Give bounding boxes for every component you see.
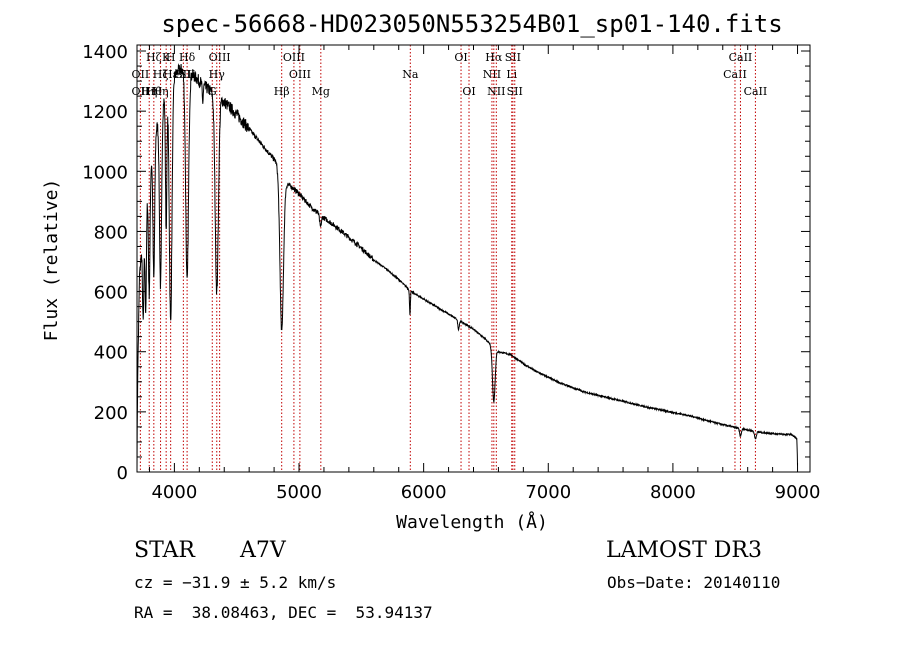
survey-name: LAMOST DR3 — [606, 538, 762, 563]
object-type: STAR — [134, 538, 195, 563]
line-marker-label: OI — [454, 51, 467, 64]
x-axis-label: Wavelength (Å) — [396, 511, 548, 533]
line-marker-label: CaII — [729, 51, 753, 64]
y-tick-label: 800 — [94, 222, 128, 243]
line-marker-label: Hη — [152, 85, 168, 98]
coordinates: RA = 38.08463, DEC = 53.94137 — [134, 603, 433, 622]
y-tick-label: 1200 — [82, 102, 128, 123]
line-marker-label: CaII — [744, 85, 768, 98]
line-marker-label: Hδ — [179, 51, 196, 64]
line-marker-label: Hα — [485, 51, 503, 64]
y-tick-label: 1400 — [82, 42, 128, 63]
line-marker-label: Hη — [141, 85, 157, 98]
chart-title: spec-56668-HD023050N553254B01_sp01-140.f… — [161, 10, 782, 38]
observation-date: Obs−Date: 20140110 — [607, 573, 781, 592]
line-marker-label: Hζ — [153, 68, 169, 81]
line-marker-label: OIII — [283, 51, 305, 64]
line-marker-label: OII — [132, 68, 150, 81]
x-tick-label: 9000 — [775, 482, 821, 503]
spectrum-line — [136, 63, 798, 473]
line-marker-label: OIII — [289, 68, 311, 81]
line-marker-label: CaII — [723, 68, 747, 81]
line-marker-label: Hθ — [146, 85, 163, 98]
y-axis-label: Flux (relative) — [41, 179, 62, 342]
line-marker-label: Hζ — [146, 51, 162, 64]
x-tick-label: 5000 — [276, 482, 322, 503]
line-marker-label: OIII — [209, 51, 231, 64]
x-tick-label: 4000 — [151, 482, 197, 503]
line-marker-label: Hβ — [274, 85, 290, 98]
x-tick-label: 8000 — [650, 482, 696, 503]
line-marker-label: K — [162, 51, 171, 64]
y-tick-label: 200 — [94, 403, 128, 424]
spectral-class: A7V — [240, 538, 286, 563]
line-marker-label: H — [166, 51, 176, 64]
line-marker-label: NII — [483, 68, 501, 81]
line-marker-label: SII — [505, 51, 521, 64]
y-tick-label: 1000 — [82, 162, 128, 183]
y-tick-label: 600 — [94, 283, 128, 304]
x-tick-label: 6000 — [401, 482, 447, 503]
x-tick-label: 7000 — [525, 482, 571, 503]
x-axis-ticks: 4000 5000 6000 7000 8000 9000 — [148, 45, 821, 503]
y-tick-label: 400 — [94, 343, 128, 364]
y-axis-ticks: 0 200 400 600 800 1000 1200 1400 — [82, 42, 810, 484]
line-marker-label: Na — [402, 68, 419, 81]
y-tick-label: 0 — [117, 463, 128, 484]
line-marker-label: SII — [507, 85, 523, 98]
line-marker-label: OI — [462, 85, 475, 98]
line-marker-label: Li — [506, 68, 517, 81]
line-marker-label: OII — [132, 85, 150, 98]
line-marker-label: Mg — [312, 85, 330, 98]
plot-frame — [136, 44, 811, 473]
line-markers: OIIOIIHηHζHθHζHηKHHεSIIHδSIIGHγOIIIHβOII… — [132, 45, 768, 472]
redshift-velocity: cz = −31.9 ± 5.2 km/s — [134, 573, 337, 592]
line-marker-label: NII — [487, 85, 505, 98]
line-marker-label: Hγ — [209, 68, 226, 81]
